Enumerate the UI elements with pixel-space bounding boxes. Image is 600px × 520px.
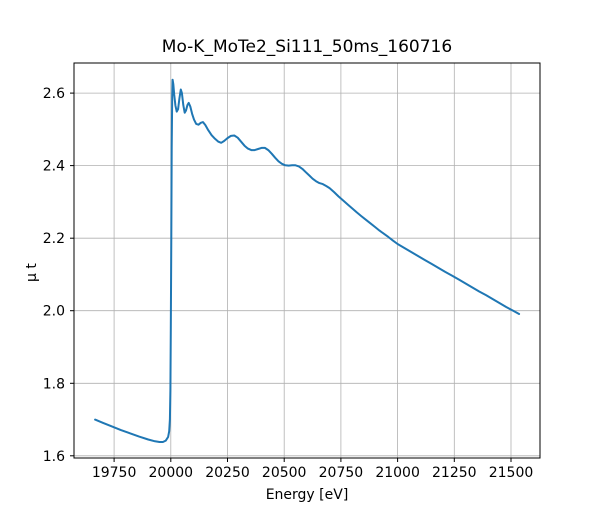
y-tick-label: 2.2 <box>43 231 65 247</box>
x-tick-label: 20500 <box>262 465 307 481</box>
x-tick-label: 20750 <box>319 465 364 481</box>
x-axis-label: Energy [eV] <box>265 487 349 503</box>
x-tick-label: 21250 <box>432 465 477 481</box>
y-tick-label: 2.0 <box>43 304 65 320</box>
y-tick-label: 2.6 <box>43 86 65 102</box>
y-axis-label: μ t <box>24 263 40 282</box>
plot-border <box>73 62 541 459</box>
data-series-line <box>94 78 521 443</box>
y-tick-label: 2.4 <box>43 159 65 175</box>
x-tick-label: 21000 <box>375 465 420 481</box>
x-tick-label: 20250 <box>205 465 250 481</box>
x-tick-label: 21500 <box>489 465 534 481</box>
x-tick-label: 19750 <box>92 465 137 481</box>
y-tick-label: 1.6 <box>43 449 65 465</box>
chart-title: Mo-K_MoTe2_Si111_50ms_160716 <box>161 37 453 57</box>
x-tick-label: 20000 <box>149 465 194 481</box>
y-tick-label: 1.8 <box>43 376 65 392</box>
